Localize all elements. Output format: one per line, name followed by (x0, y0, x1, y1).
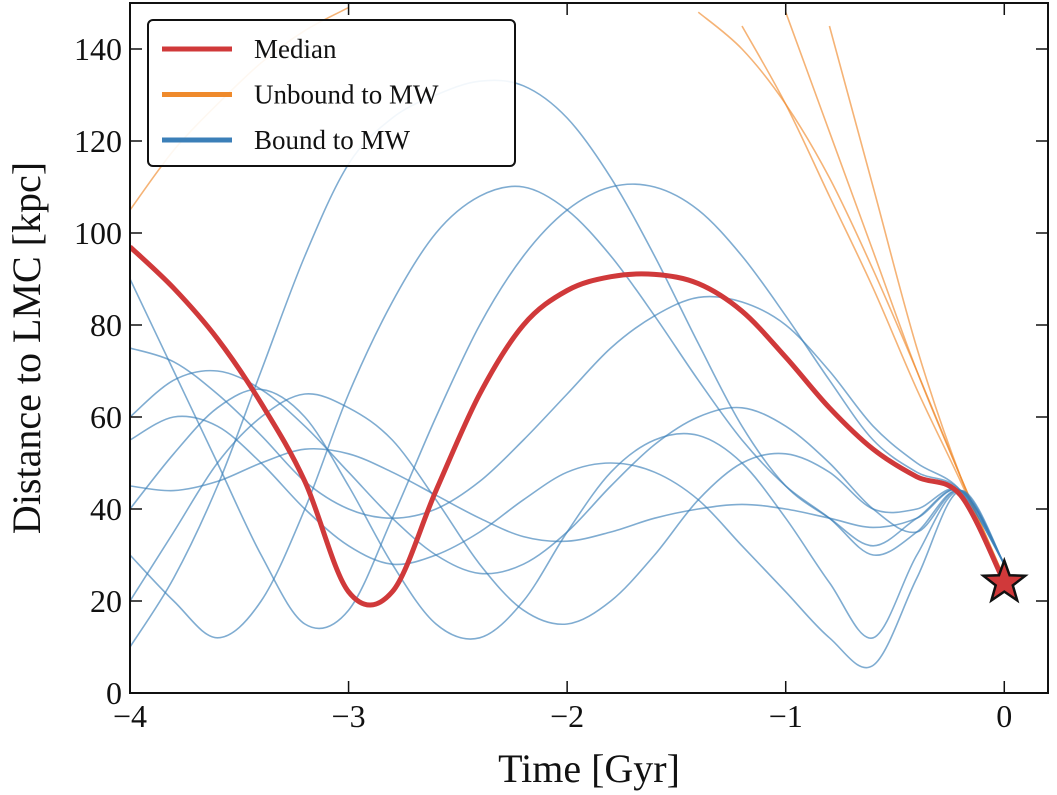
orbit-line (130, 295, 1005, 565)
x-tick-label: −1 (769, 698, 803, 734)
x-tick-label: −4 (113, 698, 147, 734)
legend-label: Unbound to MW (254, 80, 439, 110)
orbit-line (130, 79, 1005, 648)
plot-frame (129, 2, 1049, 694)
x-tick-label: 0 (996, 698, 1012, 734)
y-tick-label: 40 (90, 491, 122, 527)
orbit-line (697, 11, 1006, 579)
y-axis-label: Distance to LMC [kpc] (4, 162, 49, 534)
legend-box (147, 19, 516, 167)
legend: Median Unbound to MW Bound to MW (147, 19, 516, 167)
y-tick-label: 100 (74, 215, 122, 251)
orbit-line (130, 183, 1005, 630)
orbit-line (130, 393, 1005, 626)
y-tick-label: 0 (106, 675, 122, 711)
orbit-line (130, 447, 1005, 565)
median-line (130, 244, 1007, 608)
orbit-line (130, 185, 1005, 639)
plot-area (130, 6, 1007, 669)
x-tick-label: −3 (332, 698, 366, 734)
y-tick-label: 20 (90, 583, 122, 619)
orbit-line (784, 11, 1006, 579)
legend-label: Bound to MW (254, 125, 411, 155)
axes: −4 −3 −2 −1 0 0 20 40 60 80 100 120 140 (74, 2, 1049, 734)
y-tick-label: 120 (74, 123, 122, 159)
y-tick-label: 60 (90, 399, 122, 435)
star-marker (979, 556, 1029, 604)
y-tick-label: 140 (74, 31, 122, 67)
orbit-line (130, 415, 1005, 669)
legend-label: Median (254, 34, 337, 64)
x-tick-label: −2 (550, 698, 584, 734)
y-tick-label: 80 (90, 307, 122, 343)
x-axis-label: Time [Gyr] (498, 746, 680, 791)
